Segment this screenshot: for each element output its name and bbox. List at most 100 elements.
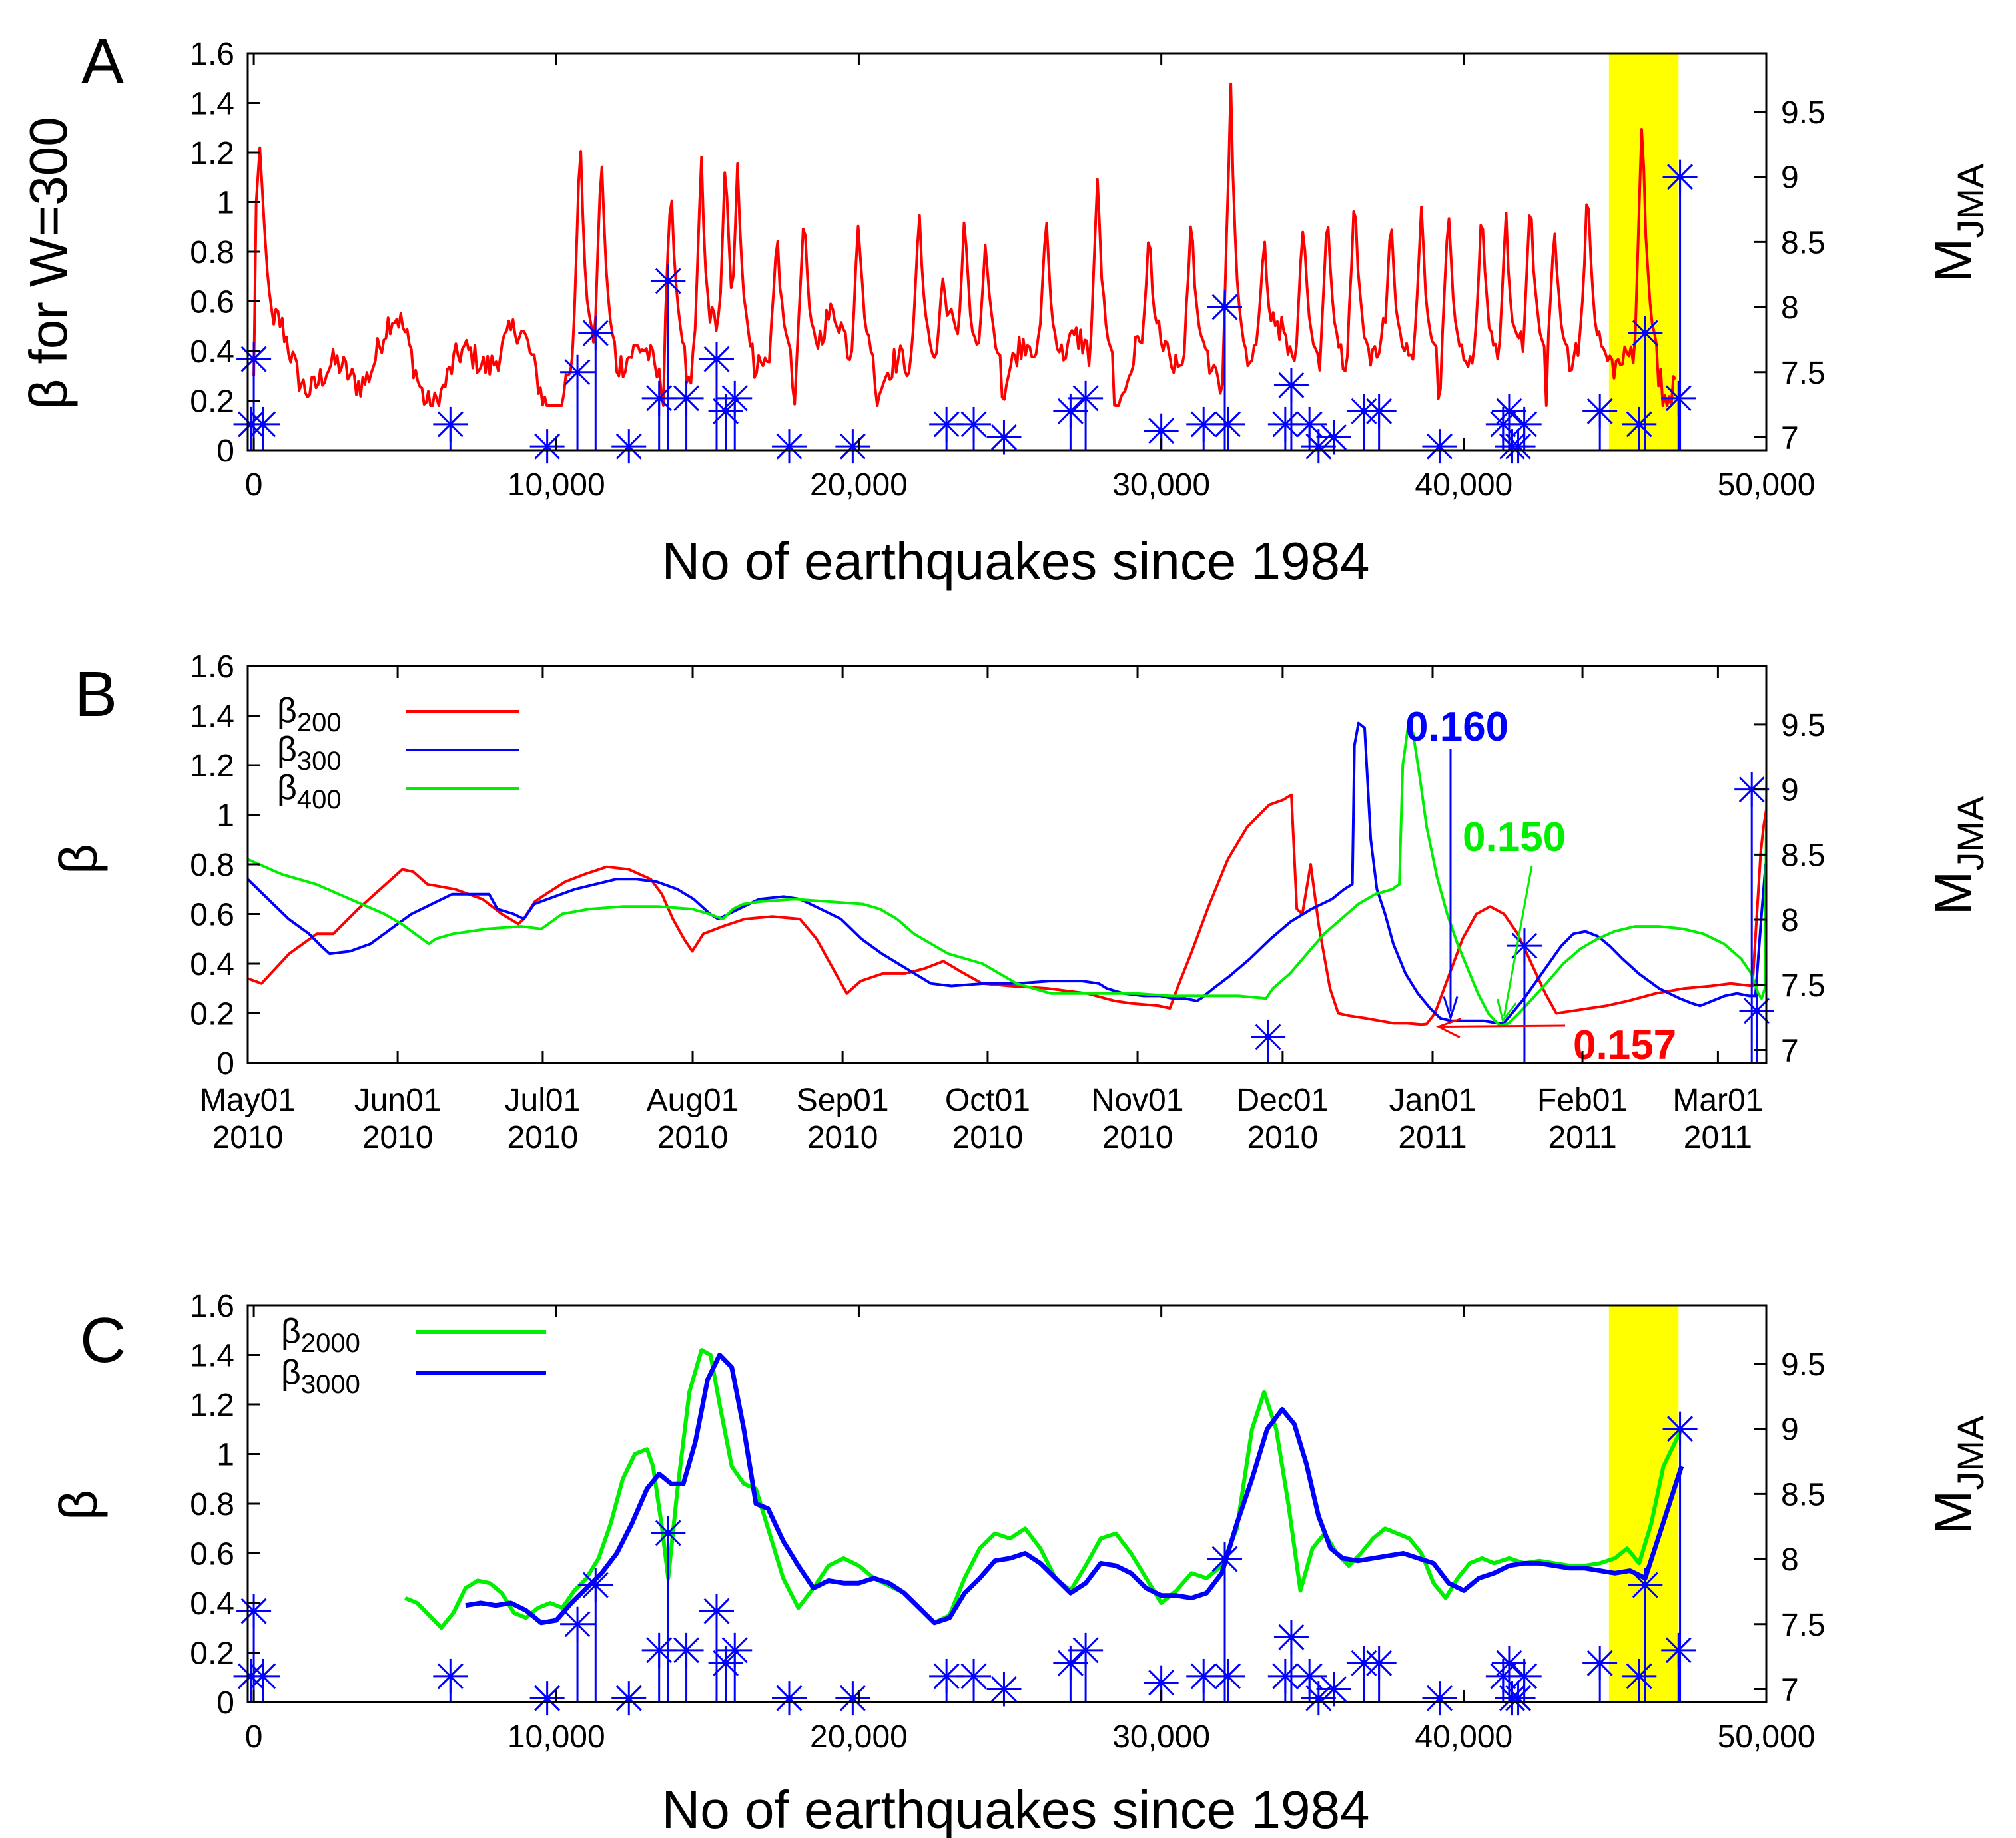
panel-c-quake-star bbox=[1210, 1658, 1245, 1693]
panel-c-y-tick-label: 1 bbox=[216, 1438, 234, 1473]
panel-b-x-tick-label-year: 2010 bbox=[807, 1120, 878, 1155]
panel-c-x-axis-title: No of earthquakes since 1984 bbox=[662, 1780, 1370, 1838]
panel-b-x-tick-label-year: 2011 bbox=[1684, 1120, 1752, 1155]
panel-b-y-tick-label: 0.4 bbox=[190, 947, 234, 982]
panel-b-y2-tick-label: 7.5 bbox=[1781, 968, 1826, 1004]
panel-c-quake-star bbox=[1507, 1658, 1542, 1693]
panel-b-x-tick-label-month: Jun01 bbox=[354, 1083, 442, 1118]
panel-a-quake-star bbox=[699, 342, 734, 377]
panel-c-quake-star bbox=[717, 1632, 753, 1668]
panel-a-x-tick-label: 10,000 bbox=[507, 467, 605, 503]
panel-c-quake-star bbox=[560, 1606, 595, 1642]
panel-a-y2-axis-title: MJMA bbox=[1923, 163, 1991, 282]
panel-a-quake-star bbox=[1273, 368, 1309, 403]
panel-a-x-tick-label: 40,000 bbox=[1415, 467, 1512, 503]
panel-b-x-tick-label-year: 2010 bbox=[1102, 1120, 1174, 1155]
panel-a-letter: A bbox=[81, 26, 124, 97]
panel-b-annotation-blue: 0.160 bbox=[1405, 704, 1509, 750]
panel-c-quake-star bbox=[1053, 1646, 1088, 1681]
panel-b-x-tick-label-month: May01 bbox=[200, 1083, 296, 1118]
panel-a-y-axis-title: β for W=300 bbox=[19, 117, 78, 410]
panel-b-x-tick-label-year: 2010 bbox=[362, 1120, 434, 1155]
panel-c-legend-label: β3000 bbox=[281, 1353, 360, 1399]
panel-a-quake-star bbox=[560, 354, 595, 390]
panel-a-quake-star bbox=[1361, 394, 1397, 429]
panel-c-series-beta2000 bbox=[404, 1348, 1684, 1630]
panel-c-y2-tick-label: 7.5 bbox=[1781, 1608, 1826, 1643]
panel-b-y2-axis-title: MJMA bbox=[1923, 796, 1991, 915]
panel-b-y-tick-label: 0.6 bbox=[190, 898, 234, 933]
panel-a-quake-star bbox=[1422, 429, 1457, 464]
panel-c-y2-tick-label: 7 bbox=[1781, 1672, 1799, 1707]
panel-c-quake-star bbox=[986, 1672, 1022, 1707]
panel-a-y-tick-label: 0.2 bbox=[190, 384, 234, 420]
panel-a-quake-star bbox=[771, 429, 807, 464]
panel-a-y-tick-label: 0 bbox=[216, 434, 234, 469]
panel-a-y-tick-label: 1 bbox=[216, 186, 234, 221]
panel-b-y2-tick-label: 7 bbox=[1781, 1033, 1799, 1068]
panel-a-quake-star bbox=[529, 429, 565, 464]
panel-c-quake-star bbox=[1273, 1620, 1309, 1655]
panel-c-legend-label: β2000 bbox=[281, 1312, 360, 1358]
panel-a-y-tick-label: 1.2 bbox=[190, 136, 234, 171]
panel-c-quake-star bbox=[669, 1632, 704, 1668]
panel-a-quake-star bbox=[1662, 159, 1698, 194]
panel-b-arrow-green bbox=[1503, 865, 1533, 1017]
panel-c-y2-tick-label: 9.5 bbox=[1781, 1347, 1826, 1382]
panel-b-x-tick-label-year: 2010 bbox=[657, 1120, 729, 1155]
panel-b-plot-frame bbox=[246, 665, 1768, 1064]
panel-c-quake-star bbox=[1491, 1646, 1526, 1681]
panel-b-x-tick-label-year: 2010 bbox=[952, 1120, 1024, 1155]
panel-a-quake-star bbox=[651, 263, 686, 298]
panel-c-letter: C bbox=[80, 1305, 126, 1376]
panel-c-y-tick-label: 1.4 bbox=[190, 1339, 234, 1374]
panel-a-quake-star bbox=[1053, 394, 1088, 429]
panel-a-plot-frame bbox=[246, 52, 1768, 452]
panel-a-y-tick-label: 1.6 bbox=[190, 37, 234, 72]
panel-c-quake-star bbox=[1422, 1681, 1457, 1716]
panel-a-y2-tick-label: 7.5 bbox=[1781, 356, 1826, 391]
panel-c-quake-star bbox=[236, 1594, 272, 1629]
panel-a-quake-star bbox=[1661, 380, 1696, 416]
panel-a-quake-star bbox=[1628, 316, 1663, 351]
panel-a-quake-star bbox=[245, 406, 280, 442]
panel-b-quake-star bbox=[1251, 1019, 1286, 1054]
panel-a-x-tick-label: 0 bbox=[245, 467, 263, 503]
panel-b-y-tick-label: 1.6 bbox=[190, 649, 234, 685]
panel-a-quake-star bbox=[578, 316, 613, 351]
panel-c-y2-tick-label: 8 bbox=[1781, 1542, 1799, 1578]
panel-c-quake-star bbox=[529, 1681, 565, 1716]
panel-b-annotation-red: 0.157 bbox=[1573, 1022, 1676, 1068]
panel-b-y2-tick-label: 8 bbox=[1781, 903, 1799, 938]
panel-b-arrowhead-green bbox=[1496, 998, 1517, 1023]
panel-c-x-tick-label: 10,000 bbox=[507, 1719, 605, 1755]
panel-b-y-tick-label: 1.4 bbox=[190, 699, 234, 735]
panel-a-quake-star bbox=[835, 429, 870, 464]
panel-c-quake-star bbox=[956, 1658, 992, 1693]
panel-c-quake-star bbox=[771, 1681, 807, 1716]
panel-c-x-tick-label: 20,000 bbox=[810, 1719, 908, 1755]
panel-a-quake-star bbox=[1622, 406, 1657, 442]
panel-b-legend-label: β400 bbox=[277, 768, 342, 814]
panel-b-y2-tick-label: 9.5 bbox=[1781, 708, 1826, 743]
panel-b-x-tick-label-year: 2011 bbox=[1548, 1120, 1616, 1155]
panel-c: C β No of earthquakes since 1984 MJMA β2… bbox=[49, 1289, 1991, 1838]
panel-a-quake-star bbox=[669, 380, 704, 416]
panel-c-quake-star bbox=[1662, 1411, 1698, 1446]
panel-a-quake-star bbox=[1582, 394, 1618, 429]
panel-b-x-tick-label-year: 2011 bbox=[1398, 1120, 1467, 1155]
panel-b-y2-tick-label: 9 bbox=[1781, 773, 1799, 808]
panel-a-x-tick-label: 30,000 bbox=[1112, 467, 1210, 503]
panel-c-quake-star bbox=[433, 1658, 468, 1693]
panel-a-quake-star bbox=[1210, 406, 1245, 442]
panel-c-quake-star bbox=[611, 1681, 647, 1716]
panel-b-y-tick-label: 0.8 bbox=[190, 848, 234, 883]
panel-a-x-axis-title: No of earthquakes since 1984 bbox=[662, 531, 1370, 591]
panel-c-y2-axis-title: MJMA bbox=[1923, 1415, 1991, 1534]
panel-b-x-tick-label-month: Mar01 bbox=[1672, 1083, 1763, 1118]
panel-c-y-tick-label: 0.4 bbox=[190, 1586, 234, 1622]
panel-c-y-tick-label: 1.2 bbox=[190, 1388, 234, 1423]
panel-c-y-tick-label: 0.2 bbox=[190, 1636, 234, 1672]
